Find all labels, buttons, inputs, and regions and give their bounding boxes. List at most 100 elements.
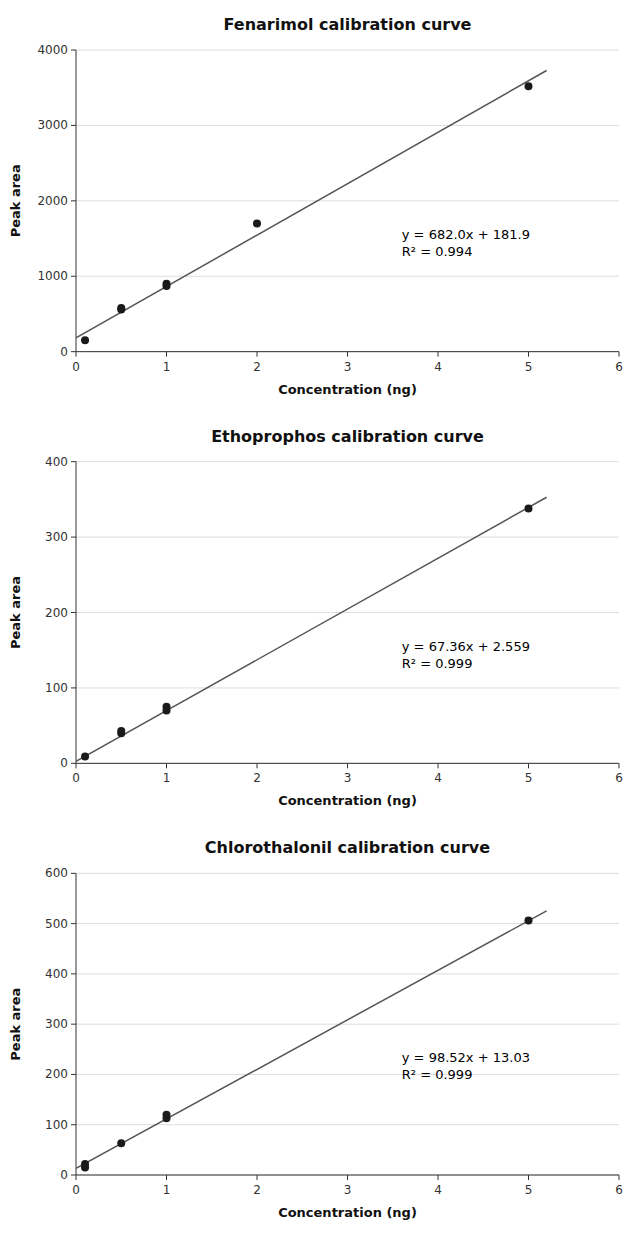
x-tick-label: 4: [434, 1183, 442, 1197]
data-point: [163, 703, 171, 711]
x-axis-label: Concentration (ng): [278, 382, 417, 397]
data-point: [117, 727, 125, 735]
y-tick-label: 400: [45, 967, 68, 981]
y-tick: [71, 1074, 76, 1075]
y-tick: [71, 1124, 76, 1125]
y-tick-label: 3000: [37, 118, 68, 132]
chart-title: Ethoprophos calibration curve: [211, 427, 484, 446]
x-tick: [347, 352, 348, 357]
y-tick: [71, 1024, 76, 1025]
data-point: [525, 917, 533, 925]
x-tick-label: 3: [344, 360, 352, 374]
grid-line: [76, 923, 619, 924]
y-tick-label: 0: [60, 1168, 68, 1182]
marks: [76, 911, 547, 1172]
chart-panel: 012345601000200030004000Fenarimol calibr…: [8, 15, 623, 397]
y-tick-label: 200: [45, 1067, 68, 1081]
data-point: [81, 753, 89, 761]
data-point: [253, 219, 261, 227]
data-point: [163, 1111, 171, 1119]
x-tick-label: 4: [434, 360, 442, 374]
x-tick: [619, 352, 620, 357]
x-tick-label: 5: [525, 360, 533, 374]
grid-line: [76, 200, 619, 201]
x-tick-label: 6: [615, 771, 623, 785]
x-tick: [166, 763, 167, 768]
chart-panel: 01234560100200300400500600Chlorothalonil…: [8, 838, 623, 1220]
data-point: [117, 304, 125, 312]
y-tick-label: 100: [45, 681, 68, 695]
grid-line: [76, 125, 619, 126]
y-tick: [71, 351, 76, 352]
figure: 012345601000200030004000Fenarimol calibr…: [0, 0, 643, 1235]
y-tick-label: 600: [45, 866, 68, 880]
grid-line: [76, 873, 619, 874]
y-tick-label: 100: [45, 1118, 68, 1132]
y-tick: [71, 1175, 76, 1176]
annotation: y = 98.52x + 13.03: [402, 1050, 530, 1065]
y-tick-label: 500: [45, 917, 68, 931]
grid-line: [76, 612, 619, 613]
x-tick-label: 0: [72, 1183, 80, 1197]
grid-line: [76, 687, 619, 688]
x-tick-label: 4: [434, 771, 442, 785]
annotation: y = 682.0x + 181.9: [402, 227, 530, 242]
x-tick-label: 6: [615, 360, 623, 374]
y-tick: [71, 461, 76, 462]
y-tick-label: 0: [60, 345, 68, 359]
grid-line: [76, 973, 619, 974]
data-point: [81, 336, 89, 344]
data-point: [163, 280, 171, 288]
x-tick: [166, 352, 167, 357]
plot-area: [76, 50, 619, 352]
grid-line: [76, 50, 619, 51]
y-tick: [71, 125, 76, 126]
x-tick: [76, 352, 77, 357]
x-tick: [438, 763, 439, 768]
x-tick-label: 5: [525, 771, 533, 785]
x-tick: [347, 763, 348, 768]
fit-line: [76, 911, 547, 1169]
x-axis-label: Concentration (ng): [278, 793, 417, 808]
y-tick-label: 400: [45, 455, 68, 469]
x-tick: [438, 1175, 439, 1180]
page: {"chart_data": [ {"type": "scatter", "ti…: [0, 0, 643, 1235]
y-tick-label: 0: [60, 756, 68, 770]
data-point: [525, 504, 533, 512]
y-tick: [71, 200, 76, 201]
x-tick: [257, 1175, 258, 1180]
y-tick-label: 300: [45, 1017, 68, 1031]
x-tick: [257, 763, 258, 768]
x-tick-label: 0: [72, 360, 80, 374]
grid-line: [76, 276, 619, 277]
y-tick: [71, 537, 76, 538]
x-tick-label: 2: [253, 1183, 261, 1197]
marks: [76, 497, 547, 761]
plot-area: [76, 873, 619, 1175]
x-tick: [619, 763, 620, 768]
y-tick-label: 4000: [37, 43, 68, 57]
x-tick-label: 2: [253, 771, 261, 785]
data-point: [117, 1139, 125, 1147]
x-tick-label: 3: [344, 1183, 352, 1197]
y-axis-label: Peak area: [8, 576, 23, 649]
x-tick: [76, 763, 77, 768]
x-tick: [528, 763, 529, 768]
x-tick: [438, 352, 439, 357]
x-tick-label: 1: [163, 1183, 171, 1197]
x-tick: [257, 352, 258, 357]
x-tick: [347, 1175, 348, 1180]
y-axis-label: Peak area: [8, 988, 23, 1061]
y-tick: [71, 763, 76, 764]
annotation: R² = 0.999: [402, 656, 473, 671]
chart-panel: 01234560100200300400Ethoprophos calibrat…: [8, 427, 623, 809]
y-tick-label: 200: [45, 606, 68, 620]
annotation: R² = 0.999: [402, 1067, 473, 1082]
x-tick: [619, 1175, 620, 1180]
chart-title: Chlorothalonil calibration curve: [205, 838, 490, 857]
annotation: y = 67.36x + 2.559: [402, 639, 530, 654]
y-tick-label: 2000: [37, 194, 68, 208]
x-tick-label: 2: [253, 360, 261, 374]
annotation: R² = 0.994: [402, 244, 473, 259]
x-tick: [166, 1175, 167, 1180]
